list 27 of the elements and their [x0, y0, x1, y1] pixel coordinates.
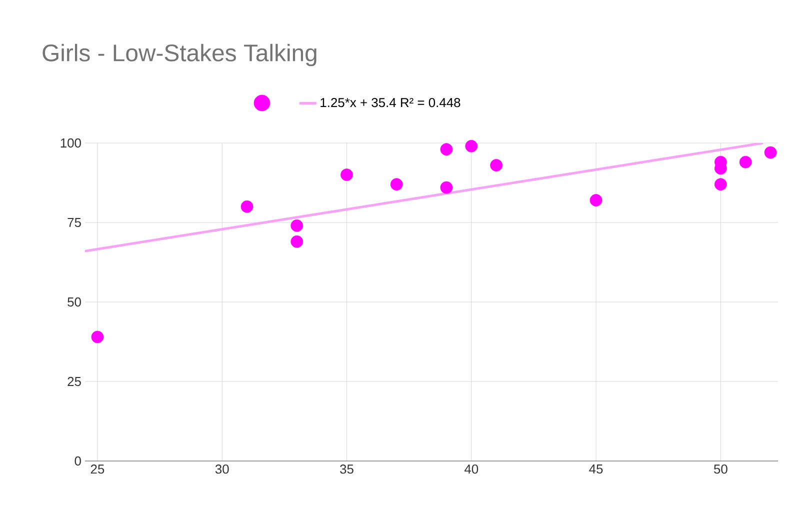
- point: [440, 143, 453, 156]
- y-tick-label: 25: [68, 376, 81, 386]
- y-tick-label: 0: [74, 456, 81, 466]
- point: [340, 168, 353, 181]
- chart-title: Girls - Low-Stakes Talking: [42, 44, 316, 66]
- point: [240, 200, 254, 213]
- x-tick-label: 30: [215, 464, 229, 474]
- point: [714, 178, 727, 191]
- y-tick-label: 75: [68, 218, 81, 228]
- point: [91, 330, 104, 344]
- point: [440, 181, 453, 194]
- point: [390, 178, 403, 191]
- x-tick-label: 35: [340, 464, 354, 474]
- x-tick-label: 45: [589, 464, 603, 474]
- point: [465, 140, 478, 152]
- y-tick-label: 50: [68, 297, 81, 307]
- point: [290, 235, 304, 248]
- point: [290, 219, 304, 232]
- point: [490, 159, 503, 172]
- point: [764, 146, 777, 159]
- x-tick-label: 40: [464, 464, 478, 474]
- point: [739, 156, 752, 168]
- x-tick-label: 25: [90, 464, 104, 474]
- legend-label: 1.25*x + 35.4 R² = 0.448: [320, 98, 460, 108]
- x-tick-label: 50: [714, 464, 728, 474]
- y-tick-label: 100: [60, 138, 81, 148]
- point: [590, 194, 602, 206]
